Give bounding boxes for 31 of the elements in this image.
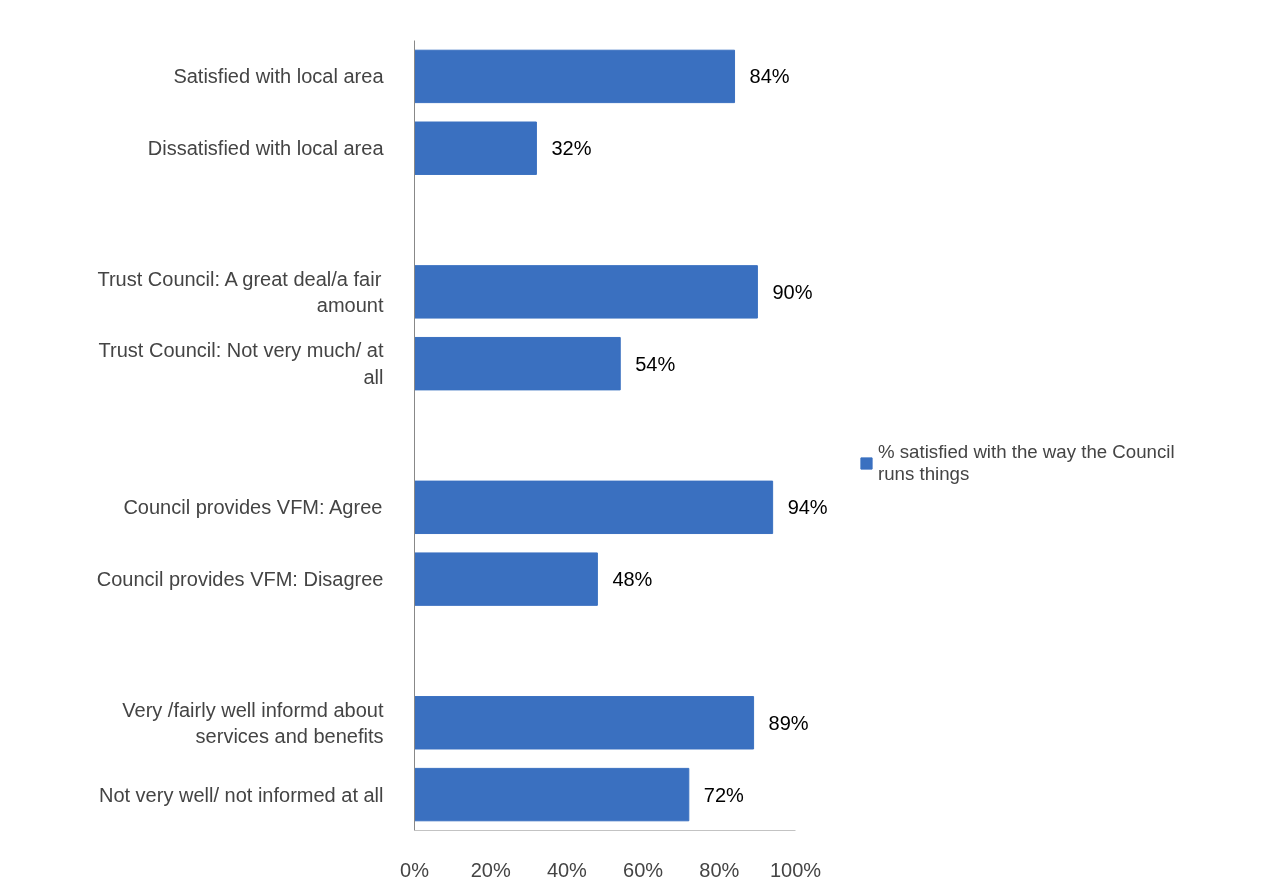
data-label: 72% [703, 783, 745, 806]
data-label: 48% [612, 568, 653, 591]
data-label: 84% [749, 65, 790, 88]
x-tick-label: 40% [546, 858, 588, 881]
bar [414, 767, 690, 822]
y-tick-label: Trust Council: A great deal/a fair amount [97, 267, 384, 317]
y-tick-label: Dissatisfied with local area [147, 137, 385, 160]
bar [414, 49, 736, 104]
x-tick-label: 0% [400, 858, 430, 881]
data-label: 32% [551, 137, 592, 160]
y-tick-label: Satisfied with local area [173, 65, 385, 88]
bar [414, 696, 755, 750]
bar [414, 552, 598, 606]
legend-label: % satisfied with the way the Council runs things [878, 441, 1175, 485]
y-tick-label: Very /fairly well informd about services and benefits [122, 698, 384, 747]
bar [414, 480, 774, 535]
bar [414, 336, 621, 391]
data-label: 90% [772, 280, 813, 303]
x-tick-label: 80% [699, 858, 740, 881]
data-label: 89% [768, 711, 809, 734]
y-tick-label: Trust Council: Not very much/ at all [98, 339, 384, 388]
data-label: 54% [635, 352, 676, 375]
bar [414, 121, 537, 175]
y-tick-label: Not very well/ not informed at all [98, 783, 384, 806]
y-tick-label: Council provides VFM: Disagree [96, 568, 384, 591]
x-tick-label: 100% [769, 858, 822, 881]
x-tick-label: 60% [623, 858, 664, 881]
data-label: 94% [787, 496, 828, 519]
x-tick-label: 20% [470, 858, 511, 881]
y-tick-label: Council provides VFM: Agree [123, 496, 383, 519]
bar [414, 265, 758, 319]
